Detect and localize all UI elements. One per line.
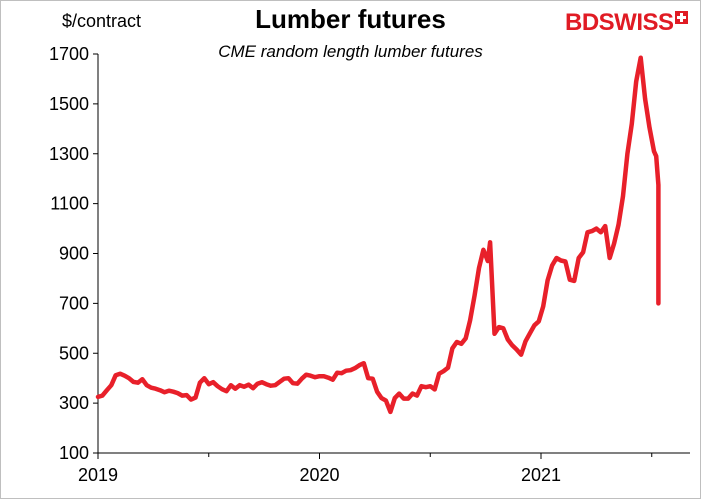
logo-text: BDSWISS [565, 9, 674, 36]
series-group [95, 55, 661, 415]
y-tick-label: 1300 [49, 144, 89, 164]
lumber-price-line [95, 55, 661, 415]
chart-title: Lumber futures [255, 4, 446, 34]
y-tick-label: 1100 [50, 194, 89, 214]
x-axis-ticks: 2019 2020 2021 [78, 453, 653, 485]
bdswiss-logo: BDSWISS [565, 9, 689, 36]
y-tick-label: 100 [59, 443, 89, 463]
y-axis-ticks: 100 300 500 700 900 1100 1300 1500 1700 [49, 44, 98, 463]
chart-subtitle: CME random length lumber futures [218, 42, 483, 61]
y-tick-label: 300 [59, 393, 89, 413]
y-tick-label: 500 [59, 343, 89, 363]
y-axis-unit-label: $/contract [62, 11, 142, 31]
x-tick-label: 2019 [78, 465, 118, 485]
x-tick-label: 2021 [521, 465, 561, 485]
y-tick-label: 1500 [49, 94, 89, 114]
y-tick-label: 1700 [49, 44, 89, 64]
swiss-cross-icon [675, 11, 688, 24]
y-tick-label: 900 [59, 244, 89, 264]
y-tick-label: 700 [59, 293, 89, 313]
x-tick-label: 2020 [299, 465, 339, 485]
